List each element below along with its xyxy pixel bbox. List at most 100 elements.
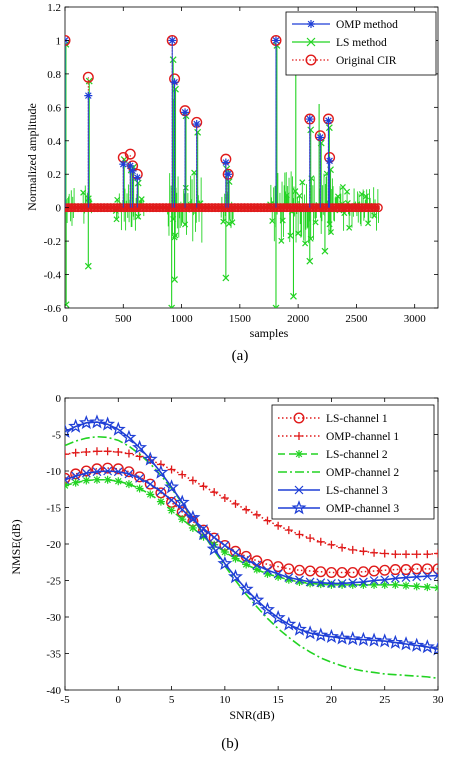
cir-zero-marker	[354, 203, 364, 213]
legend-label-b: OMP-channel 1	[326, 431, 399, 443]
series-marker	[391, 550, 400, 559]
cir-zero-marker	[337, 203, 347, 213]
series-marker	[68, 418, 84, 433]
cir-zero-marker	[285, 203, 295, 213]
series-marker	[412, 572, 422, 582]
data-layer-a	[65, 34, 383, 308]
series-marker	[283, 563, 295, 575]
y-tick-label-b: -15	[46, 503, 61, 515]
ls-marker	[65, 40, 70, 48]
series-marker	[402, 550, 411, 559]
cir-zero-marker	[302, 203, 312, 213]
ls-marker	[307, 126, 315, 134]
series-marker	[103, 475, 112, 484]
x-axis-label-a: samples	[250, 326, 289, 340]
cir-zero-marker	[282, 203, 292, 213]
x-tick-label-b: 20	[326, 694, 338, 706]
ls-marker	[302, 240, 309, 247]
series-marker	[348, 578, 358, 588]
cir-zero-marker	[266, 203, 276, 213]
series-marker	[228, 568, 243, 584]
series-marker	[231, 548, 240, 558]
ls-marker	[321, 247, 329, 255]
series-marker	[252, 510, 261, 519]
series-line	[65, 470, 438, 585]
cir-zero-marker	[373, 203, 383, 213]
series-line	[65, 421, 438, 650]
ls-marker	[191, 169, 198, 176]
ls-marker	[296, 192, 303, 199]
cir-zero-marker	[194, 203, 204, 213]
series-marker	[65, 450, 69, 459]
y-tick-label-a: 0.6	[47, 102, 61, 114]
legend-item-b: LS-channel 3	[278, 485, 388, 497]
cir-zero-marker	[360, 203, 370, 213]
cir-zero-marker	[200, 203, 210, 213]
cir-zero-marker	[226, 203, 236, 213]
y-tick-label-a: 0.2	[47, 169, 61, 181]
series-marker	[316, 537, 325, 546]
legend-item-b: LS-channel 1	[278, 412, 388, 425]
cir-marker	[124, 148, 136, 160]
ls-marker	[171, 276, 178, 283]
y-tick-label-a: -0.6	[44, 303, 62, 315]
omp-marker	[324, 116, 333, 125]
series-marker	[252, 560, 262, 570]
series-marker	[316, 580, 325, 589]
series-marker	[390, 573, 400, 583]
series-marker	[358, 577, 368, 587]
cir-zero-marker	[308, 203, 318, 213]
ls-marker	[325, 124, 333, 132]
series-marker	[146, 490, 155, 499]
series-marker	[261, 558, 273, 570]
series-marker	[156, 497, 165, 506]
series-marker	[145, 479, 155, 489]
omp-marker	[128, 166, 137, 175]
cir-zero-marker	[259, 203, 269, 213]
cir-zero-marker	[334, 203, 344, 213]
y-tick-label-a: 1.2	[47, 2, 61, 14]
series-marker	[348, 545, 357, 554]
cir-zero-marker	[249, 203, 259, 213]
omp-marker	[168, 36, 177, 45]
y-tick-label-a: 0.4	[47, 136, 61, 148]
legend-items-a: OMP method LS method Original CIR	[292, 19, 398, 67]
series-marker	[81, 468, 91, 478]
series-marker	[355, 631, 371, 646]
ls-marker	[194, 128, 202, 136]
cir-zero-marker	[155, 203, 165, 213]
series-omp-method	[65, 36, 334, 208]
series-marker	[345, 631, 361, 646]
legend-marker	[294, 485, 304, 495]
series-marker	[398, 636, 414, 651]
series-marker	[368, 565, 380, 577]
series-marker	[302, 625, 318, 640]
series-marker	[359, 547, 368, 556]
series-marker	[401, 573, 411, 583]
series-marker	[82, 476, 91, 485]
cir-zero-marker	[86, 203, 96, 213]
cir-zero-marker	[102, 203, 112, 213]
series-marker	[132, 439, 148, 454]
legend-items-b: LS-channel 1 OMP-channel 1 LS-channel 2 OMP…	[278, 412, 399, 515]
cir-zero-marker	[240, 203, 250, 213]
series-marker	[284, 526, 293, 535]
ls-marker	[222, 274, 230, 282]
series-marker	[295, 577, 304, 586]
cir-zero-marker	[177, 203, 187, 213]
x-tick-label-a: 2500	[345, 313, 368, 325]
cir-zero-marker	[138, 203, 148, 213]
legend-item-b: OMP-channel 2	[278, 467, 399, 479]
legend-label-b: OMP-channel 3	[326, 503, 399, 515]
legend-marker	[305, 54, 317, 66]
cir-zero-marker	[279, 203, 289, 213]
series-marker	[164, 479, 180, 494]
y-tick-label-a: 1	[56, 35, 62, 47]
series-marker	[89, 414, 105, 429]
cir-zero-marker	[213, 203, 223, 213]
cir-zero-marker	[142, 203, 152, 213]
series-marker	[323, 628, 339, 644]
series-marker	[71, 478, 80, 487]
series-marker	[199, 482, 208, 491]
series-marker	[327, 578, 336, 588]
